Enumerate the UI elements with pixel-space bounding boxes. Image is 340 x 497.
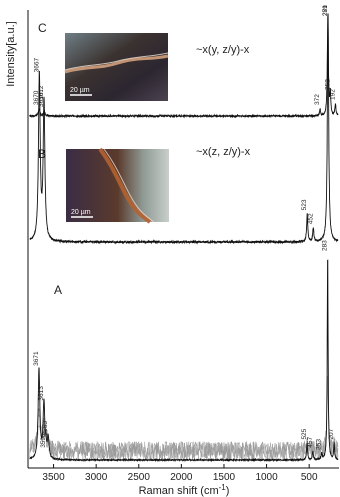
x-ticks: 3500 3000 2500 2000 1500 1000 500 xyxy=(42,464,318,483)
peak-label-a-3671: 3671 xyxy=(33,351,40,366)
scale-bar-c-label: 20 µm xyxy=(70,87,90,94)
micrograph-c: 20 µm xyxy=(64,33,169,101)
spectrum-a-line xyxy=(29,259,339,463)
peak-label-b-452: 452 xyxy=(307,213,314,224)
peak-label-a-353: 353 xyxy=(316,439,323,450)
spectrum-a-background-trace xyxy=(29,380,339,461)
peak-label-c-372: 372 xyxy=(314,94,321,105)
x-tick-label: 3500 xyxy=(42,472,65,483)
peak-label-a-207: 207 xyxy=(328,428,335,439)
peak-label-a-3590: 3590 xyxy=(40,433,47,448)
x-axis-title: Raman shift (cm-1) xyxy=(139,483,230,497)
peak-label-a-283: 283 xyxy=(322,240,329,251)
spectrum-c-line xyxy=(29,16,339,119)
micrograph-b-image xyxy=(66,149,169,222)
peak-label-c-192: 192 xyxy=(329,89,336,100)
x-tick-label: 2500 xyxy=(128,472,151,483)
scale-bar-b-label: 20 µm xyxy=(71,209,91,216)
y-axis-label: Intensity[a.u.] xyxy=(5,21,17,86)
peak-label-b-523: 523 xyxy=(301,199,308,210)
x-tick-label: 1500 xyxy=(213,472,236,483)
x-tick-label: 1000 xyxy=(255,472,278,483)
x-tick-label: 500 xyxy=(301,472,318,483)
micrograph-c-highlight xyxy=(64,52,169,71)
spectrum-b-line xyxy=(29,13,339,245)
peak-label-b-3612: 3612 xyxy=(38,85,45,100)
x-tick-label: 3000 xyxy=(85,472,108,483)
panel-b-orientation: ~x(z, z/y)-x xyxy=(196,146,251,158)
peak-label-c-3670: 3670 xyxy=(33,90,40,105)
panel-c-label: C xyxy=(38,21,47,35)
peak-label-c-281: 281 xyxy=(322,5,329,16)
panel-a-label: A xyxy=(54,283,62,297)
x-tick-label: 2000 xyxy=(170,472,193,483)
peak-label-a-3613: 3613 xyxy=(38,386,45,401)
peak-label-a-525: 525 xyxy=(301,428,308,439)
peak-label-a-3563: 3563 xyxy=(42,421,49,436)
micrograph-b-vein xyxy=(98,147,152,224)
panel-c-orientation: ~x(y, z/y)-x xyxy=(196,44,250,56)
micrograph-c-vein xyxy=(64,54,169,74)
peak-label-b-3667: 3667 xyxy=(33,58,40,73)
peak-label-c-3610: 3610 xyxy=(38,92,45,107)
peak-label-a-457: 457 xyxy=(307,437,314,448)
micrograph-b-highlight xyxy=(103,148,155,223)
peak-label-b-279: 279 xyxy=(322,5,329,16)
micrograph-c-image xyxy=(65,33,168,101)
panel-b-label: B xyxy=(38,147,46,161)
micrograph-b: 20 µm xyxy=(66,147,169,224)
